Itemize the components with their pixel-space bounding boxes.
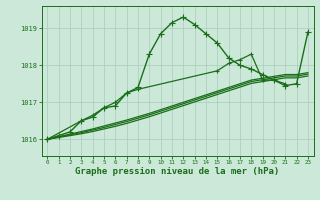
X-axis label: Graphe pression niveau de la mer (hPa): Graphe pression niveau de la mer (hPa) <box>76 167 280 176</box>
